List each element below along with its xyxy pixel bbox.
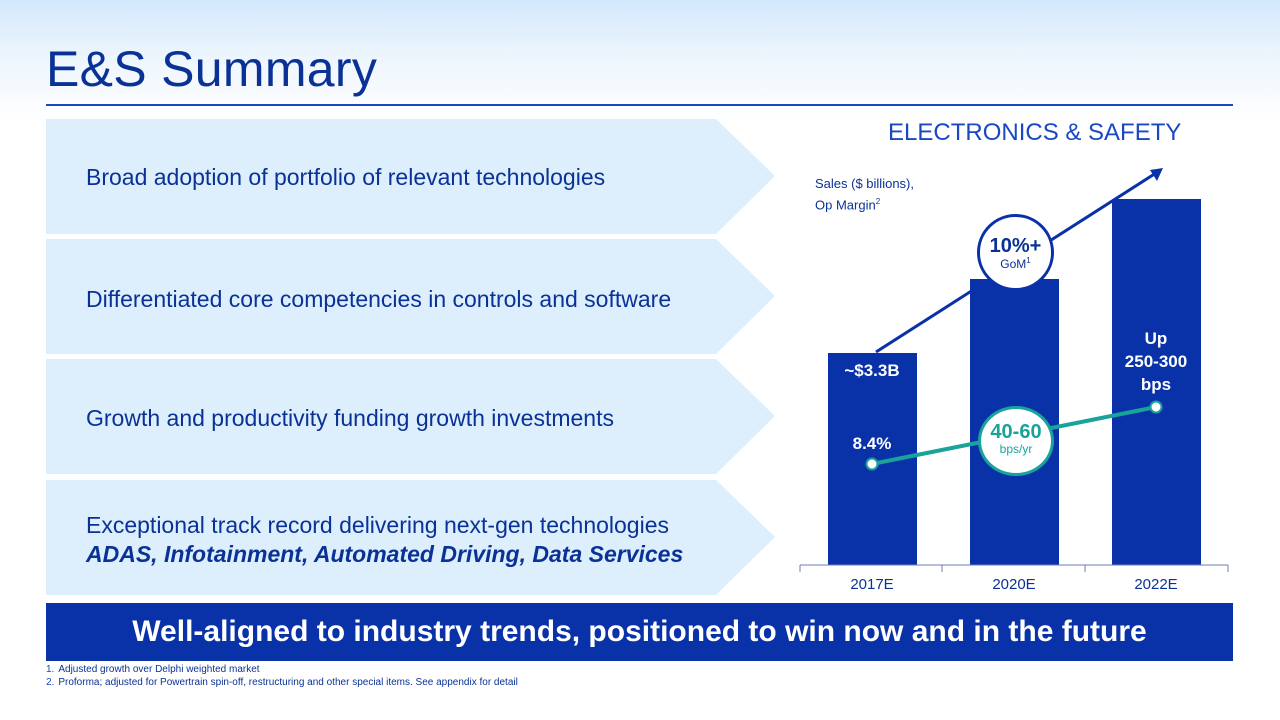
margin-circle: 40-60 bps/yr xyxy=(978,406,1054,476)
bar-value-label-2017E: ~$3.3B xyxy=(844,361,900,380)
up-label-line1: Up xyxy=(1144,329,1168,348)
panel-1 xyxy=(46,119,775,234)
panel-3 xyxy=(46,359,775,474)
margin-up-label: Up 250-300 bps xyxy=(1116,327,1196,396)
panel-4-subtext: ADAS, Infotainment, Automated Driving, D… xyxy=(86,541,684,567)
panel-4 xyxy=(46,480,775,595)
footnote-1: 1. Adjusted growth over Delphi weighted m… xyxy=(46,664,260,675)
growth-circle-value: 10%+ xyxy=(989,235,1042,257)
up-label-line3: bps xyxy=(1140,375,1172,394)
chart-caption-line2: Op Margin xyxy=(815,197,876,213)
up-label-line2: 250-300 xyxy=(1124,352,1188,371)
page-title: E&S Summary xyxy=(46,41,378,97)
chart-caption: Sales ($ billions), Op Margin2 xyxy=(815,175,914,214)
margin-value-label-2017E: 8.4% xyxy=(852,434,892,453)
growth-circle: 10%+ GoM1 xyxy=(977,214,1054,291)
margin-circle-sub: bps/yr xyxy=(999,442,1033,456)
panel-4-text: Exceptional track record delivering next… xyxy=(86,512,669,538)
panel-2 xyxy=(46,239,775,354)
footnote-2: 2. Proforma; adjusted for Powertrain spin… xyxy=(46,677,518,688)
panel-2-text: Differentiated core competencies in cont… xyxy=(86,286,672,312)
segment-title: ELECTRONICS & SAFETY xyxy=(888,119,1182,146)
title-divider xyxy=(46,104,1233,106)
growth-arrowhead xyxy=(1150,168,1163,181)
x-tick-label-2022E: 2022E xyxy=(1134,576,1178,593)
bar-2022E xyxy=(1111,199,1201,565)
growth-circle-sub: GoM1 xyxy=(1000,256,1031,271)
margin-point-2017 xyxy=(865,457,879,471)
x-tick-label-2020E: 2020E xyxy=(992,576,1036,593)
chart-caption-line1: Sales ($ billions), xyxy=(815,176,914,191)
panel-1-text: Broad adoption of portfolio of relevant … xyxy=(86,164,606,190)
margin-point-2022 xyxy=(1149,400,1163,414)
margin-circle-value: 40-60 xyxy=(990,421,1042,443)
panel-3-text: Growth and productivity funding growth i… xyxy=(86,405,614,431)
chart-caption-sup: 2 xyxy=(875,197,881,206)
x-tick-label-2017E: 2017E xyxy=(850,576,894,593)
summary-banner: Well-aligned to industry trends, positio… xyxy=(46,603,1233,661)
